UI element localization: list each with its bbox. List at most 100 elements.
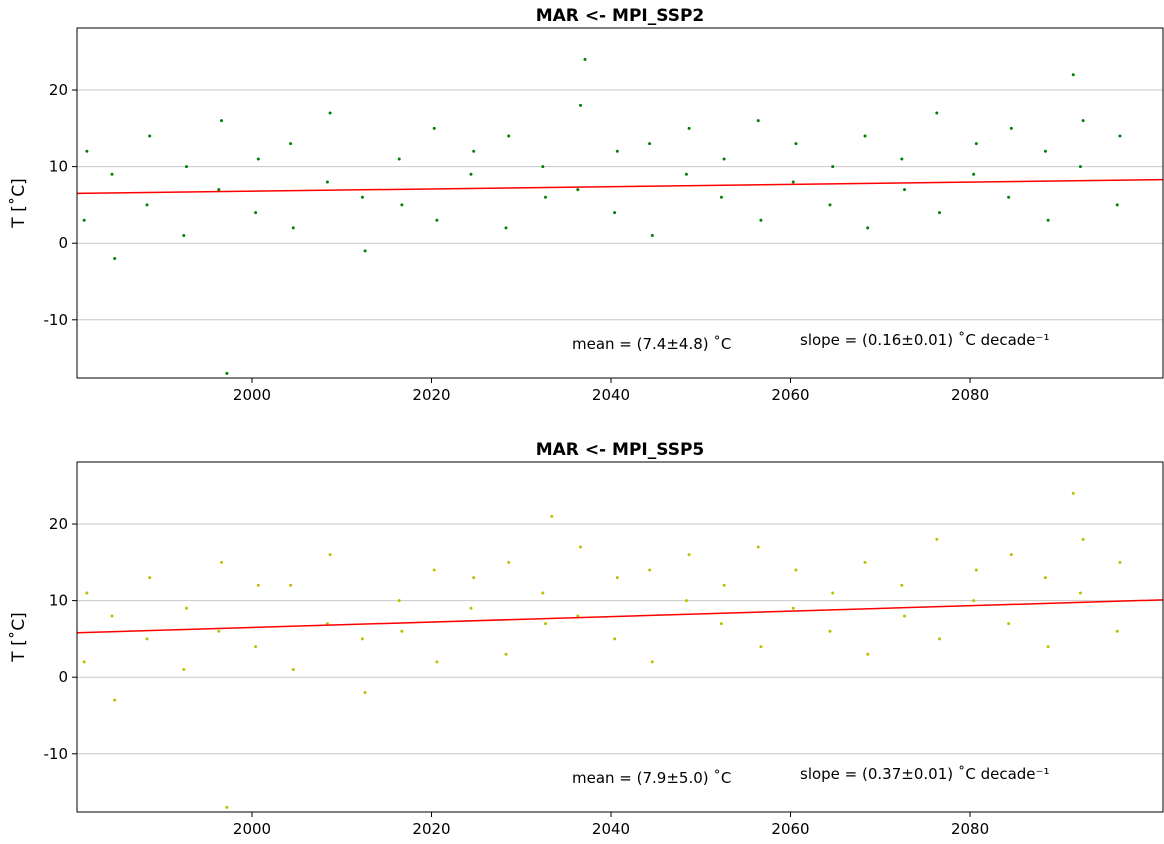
point	[756, 119, 760, 123]
chart-title: MAR <- MPI_SSP2	[536, 6, 705, 26]
point	[1043, 576, 1047, 580]
y-tick-label: -10	[44, 745, 69, 763]
point	[650, 234, 654, 238]
point	[507, 134, 511, 138]
point	[182, 234, 186, 238]
y-tick-label: 0	[58, 668, 68, 686]
plot-frame	[76, 461, 1164, 813]
point	[866, 226, 870, 230]
point	[759, 645, 763, 649]
point	[1071, 491, 1075, 495]
point	[828, 629, 832, 633]
point	[225, 371, 229, 375]
point	[684, 599, 688, 603]
point	[220, 119, 224, 123]
point	[184, 606, 188, 610]
point	[615, 149, 619, 153]
point	[113, 698, 117, 702]
point	[82, 218, 86, 222]
point	[289, 583, 293, 587]
point	[938, 637, 942, 641]
point	[863, 560, 867, 564]
point	[148, 576, 152, 580]
point	[648, 568, 652, 572]
point	[756, 545, 760, 549]
point	[110, 614, 114, 618]
point	[544, 622, 548, 626]
point	[794, 568, 798, 572]
point	[469, 606, 473, 610]
point	[719, 622, 723, 626]
point	[504, 652, 508, 656]
point	[687, 553, 691, 557]
y-axis-label: T [˚C]	[8, 178, 29, 228]
point	[328, 111, 332, 115]
point	[82, 660, 86, 664]
point	[935, 537, 939, 541]
x-tick-label: 2040	[592, 386, 630, 404]
trend-line	[76, 178, 1164, 195]
y-tick-label: -10	[44, 311, 69, 329]
point	[400, 629, 404, 633]
point	[828, 203, 832, 207]
point	[1046, 218, 1050, 222]
point	[328, 553, 332, 557]
point	[648, 142, 652, 146]
point	[1009, 126, 1013, 130]
point	[85, 149, 89, 153]
x-tick-label: 2020	[412, 820, 450, 838]
point	[791, 606, 795, 610]
point	[972, 172, 976, 176]
annotation: mean = (7.9±5.0) ˚C	[572, 769, 731, 787]
plot-frame	[76, 27, 1164, 379]
point	[325, 622, 329, 626]
point	[400, 203, 404, 207]
point	[684, 172, 688, 176]
point	[900, 583, 904, 587]
point	[256, 583, 260, 587]
point	[472, 576, 476, 580]
point	[256, 157, 260, 161]
y-tick-label: 0	[58, 234, 68, 252]
point	[291, 668, 295, 672]
point	[469, 172, 473, 176]
point	[363, 249, 367, 253]
y-tick-label: 10	[49, 592, 68, 610]
point	[110, 172, 114, 176]
point	[360, 637, 364, 641]
point	[974, 568, 978, 572]
point	[289, 142, 293, 146]
point	[291, 226, 295, 230]
point	[1007, 622, 1011, 626]
point	[863, 134, 867, 138]
point	[722, 583, 726, 587]
point	[182, 668, 186, 672]
point	[184, 165, 188, 169]
point	[360, 195, 364, 199]
chart-title: MAR <- MPI_SSP5	[536, 440, 705, 460]
point	[719, 195, 723, 199]
point	[541, 591, 545, 595]
point	[217, 188, 221, 192]
point	[550, 514, 554, 518]
point	[432, 126, 436, 130]
point	[217, 629, 221, 633]
x-tick-label: 2080	[951, 386, 989, 404]
point	[576, 188, 580, 192]
point	[541, 165, 545, 169]
point	[544, 195, 548, 199]
point	[507, 560, 511, 564]
point	[576, 614, 580, 618]
point	[613, 211, 617, 215]
point	[579, 545, 583, 549]
point	[145, 203, 149, 207]
point	[831, 591, 835, 595]
point	[435, 218, 439, 222]
point	[903, 614, 907, 618]
y-tick-label: 20	[49, 515, 68, 533]
point	[363, 691, 367, 695]
annotation: slope = (0.16±0.01) ˚C decade⁻¹	[800, 331, 1049, 349]
annotation: slope = (0.37±0.01) ˚C decade⁻¹	[800, 765, 1049, 783]
point	[1007, 195, 1011, 199]
point	[220, 560, 224, 564]
